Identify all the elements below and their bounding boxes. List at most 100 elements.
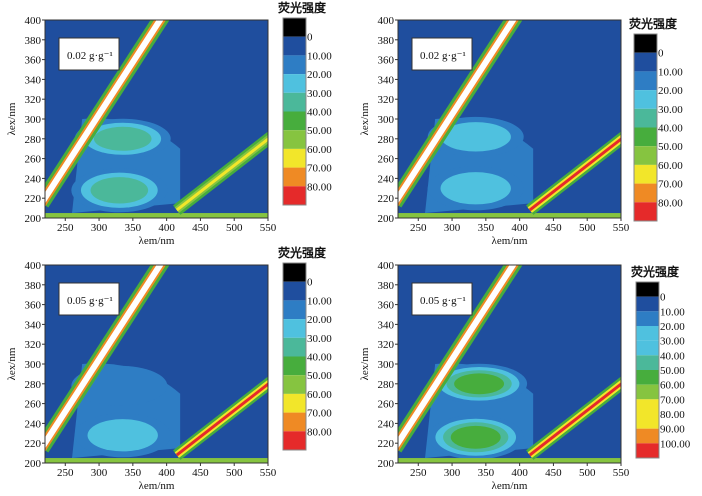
x-axis-label: λem/nm — [139, 480, 175, 492]
y-tick-label: 280 — [25, 379, 42, 391]
contour-area — [398, 265, 621, 463]
legend-swatch — [283, 92, 306, 112]
eem-panel-1: 0.02 g·g⁻¹ 250 300 350 400 450 500 550 200 220 240… — [6, 0, 332, 247]
legend-swatch — [283, 263, 306, 282]
concentration-label: 0.05 g·g⁻¹ — [67, 295, 113, 307]
legend-swatch — [283, 337, 306, 357]
peak-contour — [450, 425, 501, 449]
y-tick-label: 200 — [378, 458, 395, 470]
peak-contour — [440, 172, 511, 205]
y-tick-label: 240 — [25, 173, 42, 185]
legend-label: 50.00 — [307, 370, 332, 382]
legend-label: 50.00 — [658, 141, 683, 153]
legend-swatch — [634, 164, 657, 184]
legend-label: 60.00 — [658, 160, 683, 172]
y-tick-label: 380 — [25, 35, 42, 47]
y-tick-label: 340 — [378, 74, 395, 86]
legend-label: 30.00 — [307, 88, 332, 100]
legend-label: 40.00 — [658, 123, 683, 135]
legend-swatch — [283, 319, 306, 338]
y-tick-label: 400 — [378, 260, 395, 272]
legend-label: 30.00 — [660, 336, 685, 348]
legend-frame — [633, 33, 658, 222]
baseline-band — [398, 213, 621, 218]
x-tick-label: 550 — [260, 222, 277, 234]
legend-label: 20.00 — [658, 85, 683, 97]
legend-title: 荧光强度 — [631, 264, 680, 279]
concentration-box — [58, 37, 120, 71]
y-tick-label: 320 — [25, 94, 42, 106]
legend-swatch — [283, 74, 306, 93]
rayleigh-scatter-line — [398, 20, 517, 204]
legend-title: 荧光强度 — [629, 16, 678, 31]
peak-contour — [90, 177, 149, 204]
peak-contour — [454, 373, 505, 395]
x-tick-label: 400 — [511, 467, 528, 479]
y-tick-label: 280 — [378, 379, 395, 391]
legend-label: 100.00 — [660, 438, 691, 450]
legend-swatch — [636, 282, 659, 297]
x-tick-label: 250 — [410, 222, 427, 234]
y-tick-label: 280 — [378, 134, 395, 146]
legend-label: 80.00 — [307, 426, 332, 438]
x-tick-label: 500 — [226, 222, 243, 234]
x-tick-label: 300 — [444, 222, 461, 234]
x-tick-label: 450 — [192, 467, 209, 479]
legend-swatch — [283, 356, 306, 376]
x-tick-label: 250 — [57, 222, 74, 234]
concentration-box — [411, 37, 473, 71]
legend-frame — [282, 17, 307, 206]
legend-swatch — [283, 300, 306, 320]
legend-swatch — [636, 296, 659, 312]
legend-swatch — [634, 146, 657, 165]
y-tick-label: 240 — [25, 418, 42, 430]
y-tick-label: 360 — [25, 300, 42, 312]
x-axis-label: λem/nm — [139, 235, 175, 247]
contour-area — [45, 20, 268, 218]
concentration-label: 0.05 g·g⁻¹ — [420, 295, 466, 307]
legend-swatch — [283, 148, 306, 168]
legend-label: 10.00 — [658, 66, 683, 78]
y-tick-label: 320 — [25, 339, 42, 351]
legend-label: 20.00 — [660, 321, 685, 333]
x-tick-label: 350 — [125, 467, 142, 479]
x-tick-label: 550 — [613, 467, 630, 479]
legend-frame — [635, 281, 660, 459]
legend-label: 60.00 — [307, 389, 332, 401]
legend-label: 40.00 — [307, 107, 332, 119]
x-tick-label: 550 — [260, 467, 277, 479]
peak-contour — [87, 419, 158, 452]
second-order-scatter-line — [175, 137, 268, 212]
concentration-label: 0.02 g·g⁻¹ — [420, 50, 466, 62]
legend-label: 80.00 — [307, 181, 332, 193]
legend-swatch — [634, 202, 657, 221]
y-tick-label: 200 — [25, 458, 42, 470]
legend-label: 60.00 — [307, 144, 332, 156]
y-tick-label: 220 — [378, 438, 395, 450]
peak-contour — [440, 122, 511, 152]
legend-label: 10.00 — [307, 295, 332, 307]
legend-swatch — [634, 90, 657, 109]
second-order-scatter-line — [175, 382, 268, 457]
concentration-box — [411, 282, 473, 316]
y-axis-label: λex/nm — [6, 347, 18, 380]
y-tick-label: 400 — [25, 260, 42, 272]
x-tick-label: 300 — [91, 222, 108, 234]
x-tick-label: 500 — [579, 222, 596, 234]
x-tick-label: 400 — [158, 222, 175, 234]
legend-swatch — [283, 18, 306, 37]
x-tick-label: 400 — [158, 467, 175, 479]
y-tick-label: 340 — [378, 319, 395, 331]
legend-swatch — [636, 428, 659, 444]
legend-swatch — [283, 130, 306, 149]
y-tick-label: 340 — [25, 319, 42, 331]
legend-label: 50.00 — [307, 125, 332, 137]
legend-label: 40.00 — [660, 350, 685, 362]
y-tick-label: 260 — [378, 154, 395, 166]
y-tick-label: 260 — [25, 154, 42, 166]
legend-swatch — [636, 414, 659, 429]
second-order-scatter-line — [528, 382, 621, 457]
legend-label: 0 — [660, 292, 666, 304]
legend-label: 50.00 — [660, 365, 685, 377]
legend-swatch — [634, 127, 657, 147]
